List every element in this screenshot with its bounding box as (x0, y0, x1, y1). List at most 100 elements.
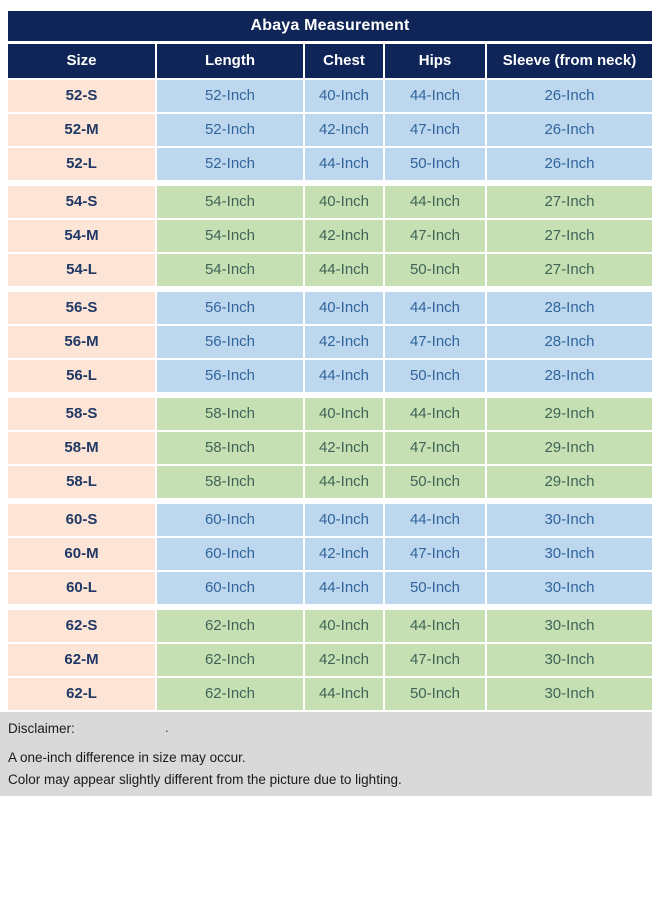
sleeve-cell: 30-Inch (487, 678, 652, 710)
table-header-row: Size Length Chest Hips Sleeve (from neck… (8, 44, 652, 78)
length-cell: 60-Inch (157, 538, 303, 570)
sleeve-cell: 28-Inch (487, 326, 652, 358)
disclaimer-line-1: A one-inch difference in size may occur. (8, 750, 246, 765)
size-cell: 58-S (8, 398, 155, 430)
hips-cell: 44-Inch (385, 80, 485, 112)
size-cell: 54-M (8, 220, 155, 252)
hips-cell: 47-Inch (385, 220, 485, 252)
sleeve-cell: 26-Inch (487, 148, 652, 180)
length-cell: 60-Inch (157, 504, 303, 536)
hips-cell: 44-Inch (385, 292, 485, 324)
size-group: 54-S 54-Inch 40-Inch 44-Inch 27-Inch 54-M 54-I… (8, 186, 652, 286)
length-cell: 54-Inch (157, 254, 303, 286)
length-cell: 52-Inch (157, 148, 303, 180)
size-cell: 54-L (8, 254, 155, 286)
length-cell: 56-Inch (157, 360, 303, 392)
length-cell: 58-Inch (157, 466, 303, 498)
chest-cell: 40-Inch (305, 80, 383, 112)
length-cell: 58-Inch (157, 432, 303, 464)
sleeve-cell: 29-Inch (487, 398, 652, 430)
sleeve-cell: 30-Inch (487, 538, 652, 570)
disclaimer-panel: . Disclaimer: A one-inch difference in s… (0, 712, 652, 796)
hips-cell: 47-Inch (385, 644, 485, 676)
size-group: 56-S 56-Inch 40-Inch 44-Inch 28-Inch 56-M 56-I… (8, 292, 652, 392)
size-group: 62-S 62-Inch 40-Inch 44-Inch 30-Inch 62-M 62-I… (8, 610, 652, 710)
chest-cell: 42-Inch (305, 220, 383, 252)
chest-cell: 40-Inch (305, 610, 383, 642)
hips-cell: 44-Inch (385, 610, 485, 642)
hips-cell: 50-Inch (385, 572, 485, 604)
hips-cell: 50-Inch (385, 360, 485, 392)
length-cell: 54-Inch (157, 186, 303, 218)
hips-cell: 44-Inch (385, 504, 485, 536)
size-cell: 56-M (8, 326, 155, 358)
table-body: 52-S 52-Inch 40-Inch 44-Inch 26-Inch 52-M 52-I… (8, 80, 652, 710)
length-cell: 56-Inch (157, 326, 303, 358)
hips-cell: 50-Inch (385, 254, 485, 286)
size-cell: 62-M (8, 644, 155, 676)
chest-cell: 40-Inch (305, 292, 383, 324)
size-cell: 54-S (8, 186, 155, 218)
size-group: 52-S 52-Inch 40-Inch 44-Inch 26-Inch 52-M 52-I… (8, 80, 652, 180)
column-header-size: Size (8, 44, 155, 78)
size-cell: 56-L (8, 360, 155, 392)
hips-cell: 50-Inch (385, 148, 485, 180)
size-cell: 56-S (8, 292, 155, 324)
chest-cell: 42-Inch (305, 114, 383, 146)
length-cell: 52-Inch (157, 114, 303, 146)
size-cell: 58-M (8, 432, 155, 464)
size-cell: 58-L (8, 466, 155, 498)
size-cell: 60-L (8, 572, 155, 604)
size-cell: 52-L (8, 148, 155, 180)
hips-cell: 47-Inch (385, 114, 485, 146)
hips-cell: 50-Inch (385, 466, 485, 498)
chest-cell: 40-Inch (305, 398, 383, 430)
sleeve-cell: 27-Inch (487, 186, 652, 218)
chest-cell: 44-Inch (305, 466, 383, 498)
size-cell: 62-L (8, 678, 155, 710)
length-cell: 62-Inch (157, 678, 303, 710)
column-header-length: Length (157, 44, 303, 78)
length-cell: 62-Inch (157, 644, 303, 676)
sleeve-cell: 26-Inch (487, 80, 652, 112)
length-cell: 62-Inch (157, 610, 303, 642)
size-cell: 52-S (8, 80, 155, 112)
size-group: 58-S 58-Inch 40-Inch 44-Inch 29-Inch 58-M 58-I… (8, 398, 652, 498)
sleeve-cell: 26-Inch (487, 114, 652, 146)
size-cell: 60-S (8, 504, 155, 536)
sleeve-cell: 30-Inch (487, 610, 652, 642)
length-cell: 58-Inch (157, 398, 303, 430)
sleeve-cell: 27-Inch (487, 220, 652, 252)
chest-cell: 42-Inch (305, 644, 383, 676)
size-cell: 52-M (8, 114, 155, 146)
sleeve-cell: 29-Inch (487, 466, 652, 498)
measurement-table: Abaya Measurement Size Length Chest Hips… (8, 11, 652, 716)
column-header-hips: Hips (385, 44, 485, 78)
hips-cell: 44-Inch (385, 398, 485, 430)
size-cell: 62-S (8, 610, 155, 642)
column-header-chest: Chest (305, 44, 383, 78)
chest-cell: 40-Inch (305, 504, 383, 536)
chest-cell: 40-Inch (305, 186, 383, 218)
sleeve-cell: 27-Inch (487, 254, 652, 286)
sleeve-cell: 28-Inch (487, 292, 652, 324)
disclaimer-heading: Disclaimer: (8, 721, 75, 736)
hips-cell: 50-Inch (385, 678, 485, 710)
sleeve-cell: 30-Inch (487, 504, 652, 536)
chest-cell: 44-Inch (305, 148, 383, 180)
disclaimer-line-2: Color may appear slightly different from… (8, 772, 402, 787)
chest-cell: 44-Inch (305, 254, 383, 286)
table-title: Abaya Measurement (8, 11, 652, 41)
hips-cell: 47-Inch (385, 432, 485, 464)
hips-cell: 47-Inch (385, 326, 485, 358)
length-cell: 54-Inch (157, 220, 303, 252)
sleeve-cell: 28-Inch (487, 360, 652, 392)
size-group: 60-S 60-Inch 40-Inch 44-Inch 30-Inch 60-M 60-I… (8, 504, 652, 604)
column-header-sleeve: Sleeve (from neck) (487, 44, 652, 78)
chest-cell: 44-Inch (305, 360, 383, 392)
hips-cell: 47-Inch (385, 538, 485, 570)
stray-dot: . (165, 720, 169, 735)
chest-cell: 44-Inch (305, 572, 383, 604)
sleeve-cell: 30-Inch (487, 644, 652, 676)
